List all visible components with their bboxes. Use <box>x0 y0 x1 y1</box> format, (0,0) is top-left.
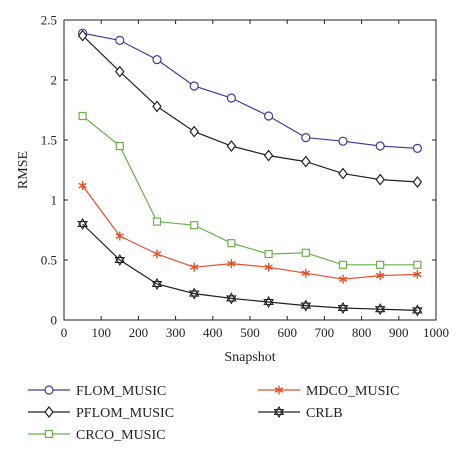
legend-label: CRLB <box>306 406 343 421</box>
y-tick-label: 1.5 <box>41 133 57 148</box>
x-tick-label: 0 <box>61 325 68 340</box>
data-point <box>374 303 386 316</box>
series-line <box>82 35 418 183</box>
data-point <box>301 248 310 257</box>
data-point <box>338 274 348 284</box>
x-tick-label: 500 <box>240 325 260 340</box>
legend-marker <box>44 406 54 418</box>
series-flom-music <box>77 28 422 153</box>
data-point <box>189 81 199 91</box>
legend: FLOM_MUSIC PFLOM_MUSIC CRCO_MUSIC MDCO_MUSI… <box>28 384 399 443</box>
data-point <box>376 260 385 269</box>
data-point <box>412 176 423 188</box>
data-point <box>115 35 125 46</box>
series-line <box>82 115 418 266</box>
data-point <box>115 231 125 241</box>
series-crlb <box>77 217 423 317</box>
data-point <box>413 260 422 269</box>
data-point <box>412 143 422 153</box>
x-tick-label: 600 <box>277 325 297 340</box>
data-point <box>301 155 311 168</box>
data-point <box>78 181 87 191</box>
series-line <box>82 185 418 280</box>
legend-marker <box>44 385 54 395</box>
data-point <box>375 271 385 281</box>
data-point <box>152 100 162 113</box>
y-axis-title: RMSE <box>16 151 31 189</box>
data-point <box>263 295 274 309</box>
x-tick-label: 300 <box>166 325 186 340</box>
data-point <box>190 221 199 230</box>
legend-marker <box>274 385 284 395</box>
series-layer <box>77 28 423 317</box>
x-tick-label: 200 <box>129 325 149 340</box>
series-mdco-music <box>78 181 422 284</box>
legend-item: CRCO_MUSIC <box>28 428 165 443</box>
legend-item: PFLOM_MUSIC <box>28 406 174 421</box>
data-point <box>152 249 162 259</box>
data-point <box>301 268 311 278</box>
series-pflom-music <box>77 29 423 188</box>
data-point <box>375 141 385 151</box>
data-point <box>152 54 162 65</box>
data-point <box>337 301 349 315</box>
data-point <box>227 259 236 269</box>
legend-label: CRCO_MUSIC <box>76 428 165 443</box>
x-tick-label: 400 <box>203 325 223 340</box>
x-tick-label: 800 <box>352 325 372 340</box>
data-point <box>412 304 423 317</box>
y-tick-label: 0 <box>51 313 58 328</box>
data-point <box>152 217 162 226</box>
y-tick-label: 2 <box>51 73 58 88</box>
data-point <box>227 239 236 248</box>
data-point <box>226 292 237 305</box>
y-axis-ticks: 0 0.5 1 1.5 2 2.5 <box>41 13 436 328</box>
data-point <box>264 111 274 121</box>
data-point <box>338 136 348 146</box>
data-point <box>264 249 273 259</box>
data-point <box>338 260 348 269</box>
legend-label: FLOM_MUSIC <box>76 384 166 399</box>
x-tick-label: 100 <box>91 325 111 340</box>
series-line <box>82 32 418 149</box>
data-point <box>226 93 236 103</box>
data-point <box>189 262 199 272</box>
series-crco-music <box>78 111 422 269</box>
legend-item: MDCO_MUSIC <box>258 384 399 399</box>
data-point <box>188 287 200 300</box>
y-tick-label: 1 <box>51 193 58 208</box>
legend-marker <box>273 405 285 419</box>
data-point <box>226 140 237 152</box>
legend-label: MDCO_MUSIC <box>306 384 399 399</box>
legend-label: PFLOM_MUSIC <box>76 406 174 421</box>
legend-item: CRLB <box>258 405 343 421</box>
data-point <box>413 269 422 279</box>
data-point <box>115 65 125 78</box>
y-tick-label: 0.5 <box>41 253 57 268</box>
x-axis-title: Snapshot <box>224 350 275 365</box>
data-point <box>189 125 199 138</box>
data-point <box>375 173 385 186</box>
legend-item: FLOM_MUSIC <box>28 384 166 399</box>
x-axis-ticks: 0 100 200 300 400 500 600 700 800 900 1000 <box>61 20 449 340</box>
x-tick-label: 700 <box>315 325 335 340</box>
y-tick-label: 2.5 <box>41 13 57 28</box>
data-point <box>77 29 88 42</box>
x-tick-label: 900 <box>389 325 409 340</box>
data-point <box>115 141 124 151</box>
data-point <box>151 277 163 291</box>
data-point <box>114 253 126 267</box>
plot-area: 0 100 200 300 400 500 600 700 800 900 1000 0 0.5 1 1.… <box>41 13 449 341</box>
x-tick-label: 1000 <box>423 325 449 340</box>
data-point <box>301 133 311 143</box>
data-point <box>264 262 273 272</box>
data-point <box>338 167 348 180</box>
data-point <box>263 149 274 162</box>
series-line <box>82 223 418 311</box>
data-point <box>78 111 87 121</box>
legend-marker <box>44 429 54 439</box>
data-point <box>77 217 88 231</box>
data-point <box>300 299 312 312</box>
